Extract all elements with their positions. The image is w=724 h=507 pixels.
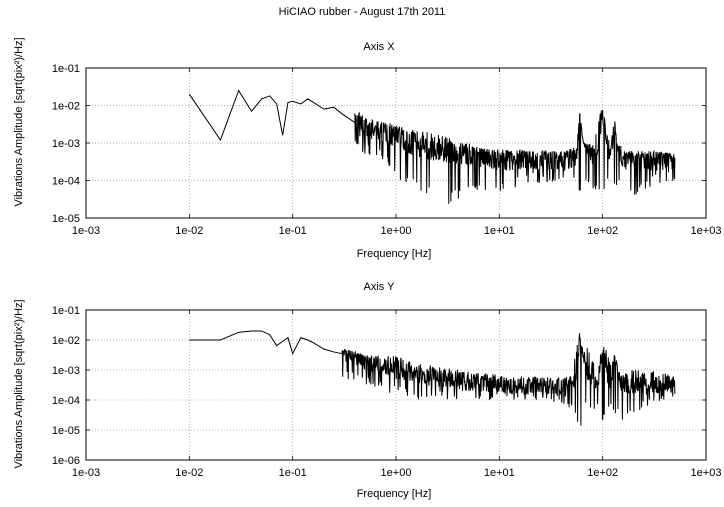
x-tick-label: 1e+02 [587, 467, 618, 479]
figure-title: HiCIAO rubber - August 17th 2011 [278, 6, 446, 18]
plot-frame [85, 309, 707, 461]
y-axis-label: Vibrations Amplitude [sqrt(pix²)/Hz] [13, 299, 25, 468]
x-tick-label: 1e+01 [484, 467, 515, 479]
x-axis-label: Frequency [Hz] [357, 488, 432, 500]
data-series-line [188, 89, 676, 204]
plot-frame [85, 67, 707, 219]
y-tick-label: 1e-03 [52, 138, 80, 150]
x-tick-label: 1e-01 [279, 467, 307, 479]
y-tick-label: 1e-05 [52, 425, 80, 437]
x-tick-label: 1e-02 [175, 467, 203, 479]
x-tick-label: 1e+02 [587, 225, 618, 237]
y-tick-label: 1e-06 [52, 455, 80, 467]
x-tick-label: 1e+03 [691, 467, 722, 479]
data-series-line [189, 330, 676, 426]
y-tick-label: 1e-04 [52, 176, 80, 188]
chart-title: Axis X [363, 41, 395, 53]
x-tick-label: 1e+03 [691, 225, 722, 237]
x-tick-label: 1e-03 [72, 467, 100, 479]
y-tick-label: 1e-02 [52, 101, 80, 113]
x-axis-label: Frequency [Hz] [357, 248, 432, 260]
x-tick-label: 1e-02 [175, 225, 203, 237]
x-tick-label: 1e-03 [72, 225, 100, 237]
x-tick-label: 1e+00 [381, 467, 412, 479]
x-tick-label: 1e+01 [484, 225, 515, 237]
x-tick-label: 1e+00 [381, 225, 412, 237]
y-tick-label: 1e-05 [52, 213, 80, 225]
y-tick-label: 1e-01 [52, 305, 80, 317]
y-axis-label: Vibrations Amplitude [sqrt(pix²)/Hz] [13, 37, 25, 206]
chart-title: Axis Y [364, 281, 396, 293]
y-tick-label: 1e-03 [52, 365, 80, 377]
y-tick-label: 1e-01 [52, 63, 80, 75]
y-tick-label: 1e-04 [52, 395, 80, 407]
x-tick-label: 1e-01 [279, 225, 307, 237]
y-tick-label: 1e-02 [52, 335, 80, 347]
